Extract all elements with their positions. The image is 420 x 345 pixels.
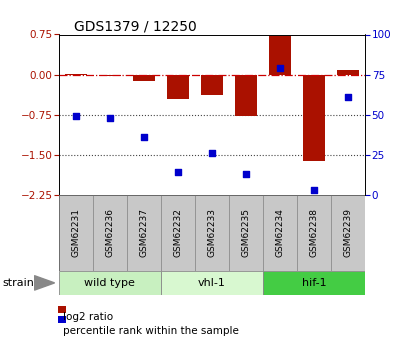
Bar xyxy=(99,75,121,76)
Point xyxy=(73,114,79,119)
Bar xyxy=(201,75,223,95)
Bar xyxy=(331,195,365,271)
Bar xyxy=(93,195,127,271)
Bar xyxy=(269,36,291,75)
Text: percentile rank within the sample: percentile rank within the sample xyxy=(63,326,239,336)
Text: strain: strain xyxy=(2,278,34,288)
Text: GSM62238: GSM62238 xyxy=(310,208,319,257)
Bar xyxy=(65,73,87,75)
Bar xyxy=(297,195,331,271)
Bar xyxy=(59,271,161,295)
Text: wild type: wild type xyxy=(84,278,135,288)
Text: GSM62234: GSM62234 xyxy=(276,208,285,257)
Bar xyxy=(229,195,263,271)
Point xyxy=(311,187,318,193)
Bar xyxy=(58,306,66,313)
Point xyxy=(141,135,147,140)
Bar xyxy=(303,75,326,161)
Text: log2 ratio: log2 ratio xyxy=(63,313,113,322)
Bar xyxy=(337,70,360,75)
Text: GDS1379 / 12250: GDS1379 / 12250 xyxy=(74,19,197,33)
Bar xyxy=(195,195,229,271)
Point xyxy=(243,171,249,177)
Bar xyxy=(127,195,161,271)
Bar xyxy=(161,195,195,271)
Text: GSM62237: GSM62237 xyxy=(139,208,148,257)
Point xyxy=(209,150,215,156)
Point xyxy=(107,115,113,121)
Text: GSM62236: GSM62236 xyxy=(105,208,114,257)
Bar xyxy=(167,75,189,99)
Point xyxy=(345,94,352,100)
Point xyxy=(277,66,284,71)
Text: GSM62239: GSM62239 xyxy=(344,208,353,257)
Bar xyxy=(58,316,66,323)
Polygon shape xyxy=(34,276,55,290)
Text: vhl-1: vhl-1 xyxy=(198,278,226,288)
Text: GSM62235: GSM62235 xyxy=(241,208,251,257)
Bar xyxy=(161,271,263,295)
Bar xyxy=(235,75,257,116)
Text: hif-1: hif-1 xyxy=(302,278,327,288)
Bar xyxy=(263,195,297,271)
Point xyxy=(175,170,181,175)
Text: GSM62232: GSM62232 xyxy=(173,208,183,257)
Bar xyxy=(59,195,93,271)
Text: GSM62233: GSM62233 xyxy=(207,208,217,257)
Bar xyxy=(133,75,155,81)
Text: GSM62231: GSM62231 xyxy=(71,208,80,257)
Bar xyxy=(263,271,365,295)
